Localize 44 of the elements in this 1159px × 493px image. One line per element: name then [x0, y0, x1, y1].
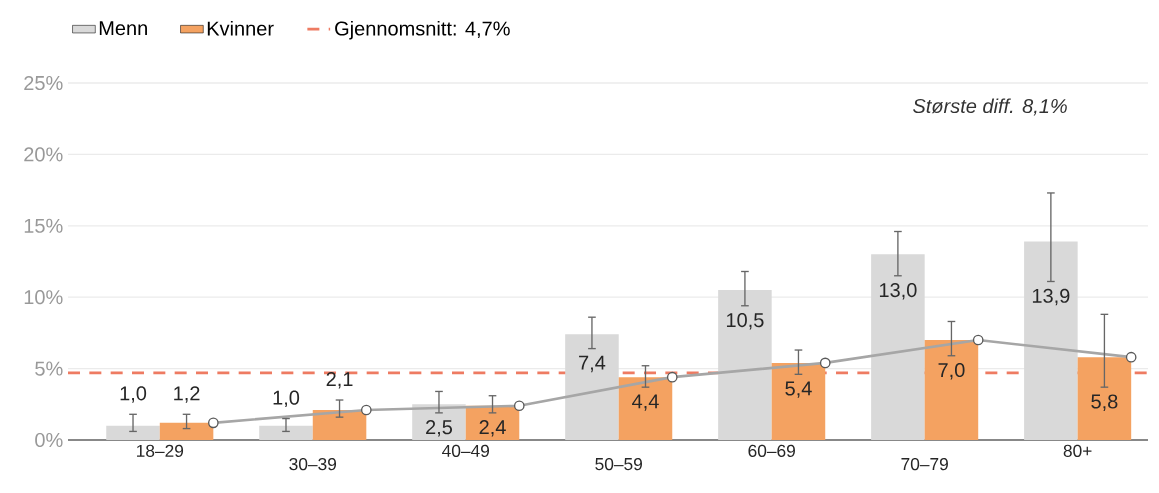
bar	[924, 340, 979, 440]
bar	[1024, 241, 1078, 440]
data-label: 1,0	[273, 390, 300, 408]
data-label: 7,4	[579, 355, 606, 373]
x-tick-label: 18–29	[137, 444, 184, 457]
legend-label: Menn	[99, 21, 147, 36]
bar	[718, 290, 772, 440]
y-tick-label: 10%	[24, 290, 63, 305]
x-tick-label: 40–49	[442, 444, 490, 457]
data-label: 13,0	[879, 282, 917, 300]
y-tick-label: 25%	[24, 75, 63, 91]
data-label: 2,1	[326, 371, 353, 389]
bar	[871, 254, 925, 440]
annotation: Største diff. 8,1%	[913, 98, 1067, 116]
data-label: 1,2	[174, 386, 200, 403]
data-label: 1,0	[120, 386, 147, 403]
y-tick-label: 0%	[35, 432, 63, 448]
bar	[1077, 357, 1132, 440]
bar	[412, 404, 466, 440]
bar	[618, 377, 673, 440]
data-label: 2,4	[479, 420, 506, 437]
x-tick-label: 80+	[1063, 444, 1092, 457]
x-tick-label: 50–59	[595, 457, 642, 471]
x-tick-label: 30–39	[289, 457, 337, 471]
x-tick-label: 60–69	[748, 444, 795, 457]
data-label: 13,9	[1032, 288, 1070, 306]
y-tick-label: 20%	[24, 147, 63, 162]
bar	[565, 334, 619, 440]
data-label: 5,8	[1091, 394, 1118, 411]
bar	[159, 422, 214, 440]
data-label: 2,5	[426, 420, 453, 437]
data-label: 10,5	[726, 312, 764, 330]
bar	[771, 362, 826, 440]
legend-label: Gjennomsnitt: 4,7%	[335, 20, 510, 40]
y-tick-label: 5%	[35, 361, 63, 376]
bar	[259, 425, 313, 440]
y-tick-label: 15%	[24, 218, 63, 233]
x-tick-label: 70–79	[901, 457, 948, 471]
data-label: 4,4	[632, 394, 659, 411]
bar	[465, 405, 520, 440]
bar	[106, 425, 160, 440]
data-label: 5,4	[785, 381, 812, 398]
data-label: 7,0	[938, 362, 965, 380]
legend-label: Kvinner	[207, 20, 274, 36]
